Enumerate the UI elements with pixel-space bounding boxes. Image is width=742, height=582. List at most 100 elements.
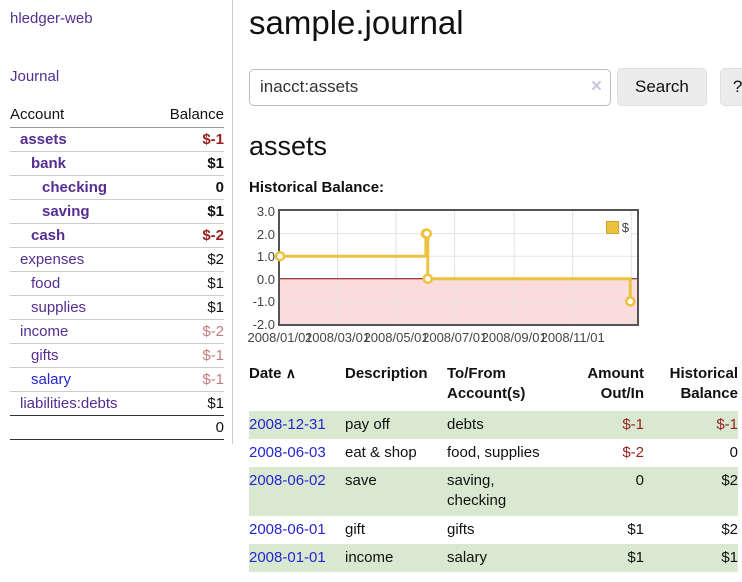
account-row: checking 0 [10, 175, 224, 200]
account-heading: assets [249, 131, 328, 161]
transaction-description: income [345, 548, 394, 566]
account-balance: $1 [152, 391, 224, 416]
account-link[interactable]: expenses [20, 251, 85, 268]
account-row: salary $-1 [10, 367, 224, 392]
account-link[interactable]: food [31, 275, 61, 292]
search-button[interactable]: Search [617, 68, 707, 106]
transaction-accounts: salary [447, 548, 488, 566]
x-tick-label: 2008/11/01 [540, 330, 605, 345]
transaction-date-link[interactable]: 2008-06-02 [249, 472, 326, 489]
account-balance: $1 [152, 199, 224, 224]
chart-plot-area: $ [274, 209, 639, 326]
account-link[interactable]: income [20, 323, 69, 340]
transaction-accounts: gifts [447, 520, 475, 538]
transaction-date-link[interactable]: 2008-06-01 [249, 520, 326, 538]
chart-legend: $ [603, 219, 631, 236]
clear-search-icon[interactable]: × [590, 75, 602, 97]
column-header-description: Description [345, 365, 428, 382]
column-header-balance: Historical Balance [669, 365, 738, 403]
register-row: 2008-06-02 save saving, checking 0 $2 [249, 467, 738, 516]
transaction-balance: $-1 [716, 415, 738, 433]
accounts-table: Account Balance assets $-1 bank $1 checking 0… [10, 104, 224, 440]
transaction-description: save [345, 472, 377, 489]
app-title-link[interactable]: hledger-web [10, 10, 93, 27]
sidebar-item-journal[interactable]: Journal [10, 68, 60, 85]
register-row: 2008-06-01 gift gifts $1 $2 [249, 516, 738, 544]
page-title: sample.journal [249, 4, 464, 41]
account-row: expenses $2 [10, 247, 224, 272]
account-row: liabilities:debts $1 [10, 391, 224, 416]
transaction-balance: $2 [721, 472, 738, 489]
account-row: assets $-1 [10, 128, 224, 152]
column-header-accounts: To/From Account(s) [447, 365, 526, 403]
account-balance: $-1 [152, 367, 224, 392]
help-button[interactable]: ? [719, 68, 742, 106]
transaction-description: eat & shop [345, 443, 417, 461]
account-row: saving $1 [10, 199, 224, 224]
register-table: Date ∧ Description To/From Account(s) Am… [249, 361, 738, 572]
transaction-accounts: saving, checking [447, 472, 507, 510]
transaction-amount: $-1 [622, 415, 644, 433]
transaction-date-link[interactable]: 2008-06-03 [249, 443, 326, 461]
y-tick-label: 1.0 [256, 249, 275, 265]
account-link[interactable]: assets [20, 131, 67, 148]
transaction-date-link[interactable]: 2008-01-01 [249, 548, 326, 566]
main-content: sample.journal × Search ? assets Histori… [233, 0, 742, 572]
account-row: food $1 [10, 271, 224, 296]
x-tick-label: 2008/01/01 [247, 330, 313, 345]
transaction-description: pay off [345, 415, 390, 433]
account-link[interactable]: salary [31, 371, 72, 388]
transaction-date-link[interactable]: 2008-12-31 [249, 415, 326, 433]
x-tick-label: 2008/05/01 [363, 330, 429, 345]
transaction-amount: 0 [635, 472, 644, 489]
x-tick-label: 2008/07/01 [422, 330, 488, 345]
y-tick-label: -2.0 [252, 317, 275, 332]
search-input[interactable] [249, 68, 611, 106]
account-link[interactable]: bank [31, 155, 67, 172]
account-balance: $-1 [152, 343, 224, 368]
transaction-balance: $2 [721, 520, 738, 538]
chart-title: Historical Balance: [249, 179, 385, 196]
transaction-balance: 0 [729, 443, 738, 461]
account-link[interactable]: checking [42, 179, 108, 196]
account-balance: $1 [152, 271, 224, 296]
account-link[interactable]: cash [31, 227, 66, 244]
transaction-accounts: debts [447, 415, 484, 433]
accounts-header-balance: Balance [152, 104, 224, 128]
accounts-total: 0 [152, 415, 224, 440]
column-header-date[interactable]: Date ∧ [249, 365, 296, 382]
transaction-balance: $1 [721, 548, 738, 566]
register-row: 2008-06-03 eat & shop food, supplies $-2 0 [249, 439, 738, 467]
register-row: 2008-12-31 pay off debts $-1 $-1 [249, 410, 738, 439]
x-tick-label: 2008/09/01 [481, 330, 547, 345]
accounts-header-account: Account [10, 104, 153, 128]
account-balance: $2 [152, 247, 224, 272]
y-tick-label: -1.0 [252, 294, 275, 310]
legend-swatch-icon [605, 221, 619, 234]
legend-label: $ [621, 220, 629, 235]
account-row: gifts $-1 [10, 343, 224, 368]
account-link[interactable]: gifts [31, 347, 59, 364]
account-balance: $-2 [152, 319, 224, 344]
transaction-amount: $1 [627, 520, 644, 538]
account-link[interactable]: liabilities:debts [20, 395, 118, 412]
sidebar: hledger-web Journal Account Balance asse… [0, 0, 233, 444]
account-balance: $-2 [152, 223, 224, 248]
account-balance: $1 [152, 295, 224, 320]
y-tick-label: 2.0 [256, 226, 275, 242]
account-link[interactable]: supplies [31, 299, 87, 316]
transaction-amount: $-2 [622, 443, 644, 461]
account-row: income $-2 [10, 319, 224, 344]
transaction-amount: $1 [627, 548, 644, 566]
register-row: 2008-01-01 income salary $1 $1 [249, 543, 738, 572]
transaction-accounts: food, supplies [447, 443, 540, 461]
sort-asc-icon: ∧ [285, 365, 296, 381]
account-row: bank $1 [10, 151, 224, 176]
account-row: cash $-2 [10, 223, 224, 248]
balance-chart: 3.0 2.0 1.0 0.0 -1.0 -2.0 $ 2008/01/01 2008/03… [247, 204, 742, 345]
account-balance: $1 [152, 151, 224, 176]
account-link[interactable]: saving [42, 203, 90, 220]
account-row: supplies $1 [10, 295, 224, 320]
transaction-description: gift [345, 520, 366, 538]
